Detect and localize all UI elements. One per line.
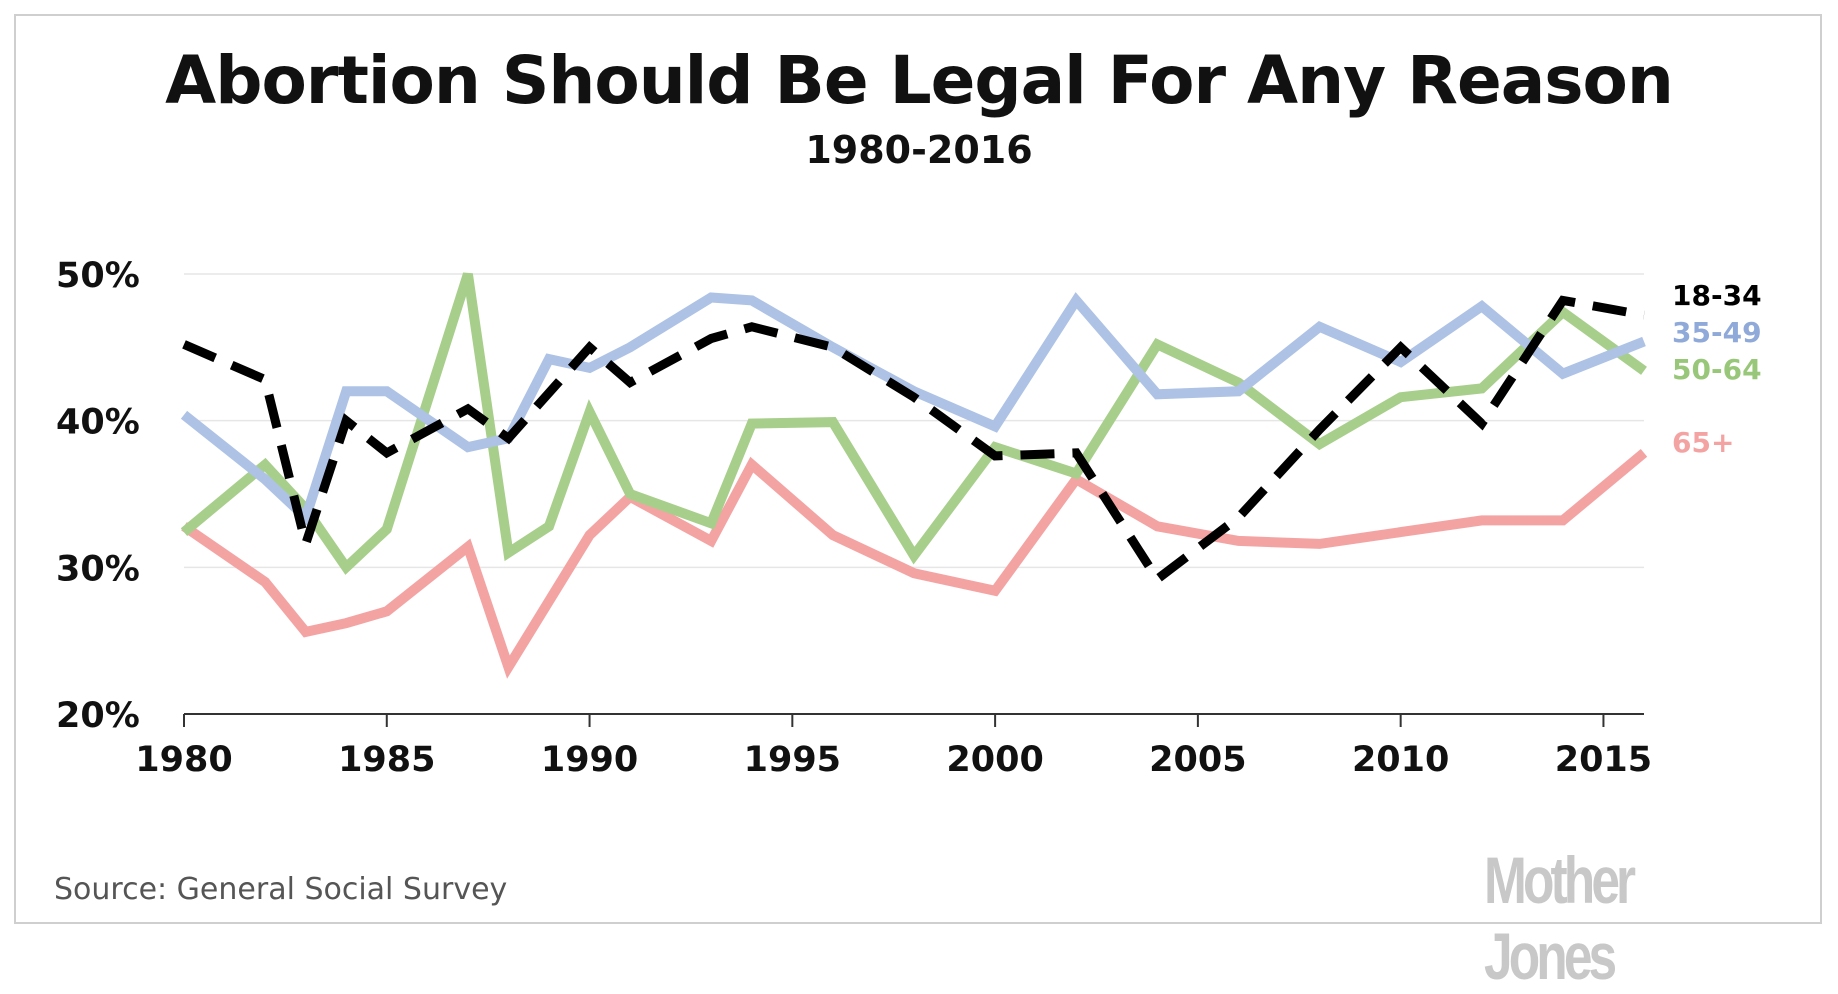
x-tick-label-1995: 1995 [744,740,841,780]
legend-label-65+: 65+ [1672,426,1734,459]
x-tick-label-1980: 1980 [135,740,232,780]
legend-label-18-34: 18-34 [1672,279,1762,312]
x-tick-label-2005: 2005 [1149,740,1246,780]
mother-jones-logo: Mother Jones [1484,842,1760,994]
source-note: Source: General Social Survey [54,872,507,907]
legend-label-50-64: 50-64 [1672,353,1762,386]
y-tick-label-20: 20% [56,696,140,736]
y-tick-label-40: 40% [56,403,140,443]
series-lines [184,274,1644,667]
x-tick-label-2000: 2000 [946,740,1043,780]
x-tick-label-1985: 1985 [338,740,435,780]
x-tick-label-1990: 1990 [541,740,638,780]
y-tick-label-30: 30% [56,549,140,589]
x-tick-label-2015: 2015 [1555,740,1652,780]
legend: 18-34 35-49 50-64 65+ [1672,279,1762,459]
gridlines [184,274,1644,567]
legend-label-35-49: 35-49 [1672,316,1762,349]
y-tick-label-50: 50% [56,256,140,296]
x-tick-label-2010: 2010 [1352,740,1449,780]
line-chart: 20% 30% 40% 50% 1980 1985 1990 1995 2000 2005 2010… [0,0,1838,940]
